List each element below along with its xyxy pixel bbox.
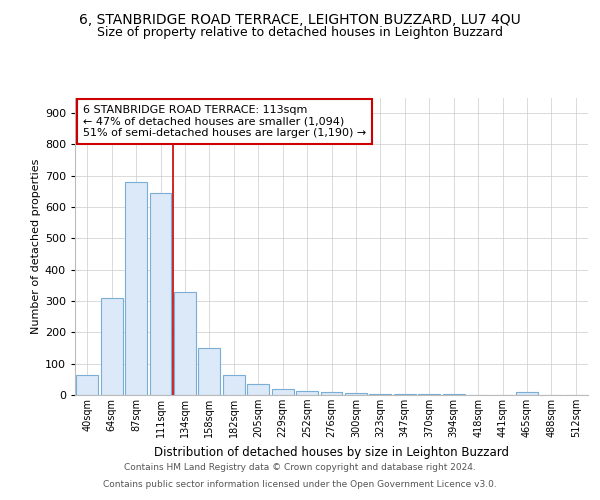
Text: Size of property relative to detached houses in Leighton Buzzard: Size of property relative to detached ho… — [97, 26, 503, 39]
Bar — [272, 388, 293, 395]
Bar — [345, 394, 367, 395]
Bar — [76, 374, 98, 395]
Text: Contains HM Land Registry data © Crown copyright and database right 2024.: Contains HM Land Registry data © Crown c… — [124, 464, 476, 472]
Bar — [125, 182, 147, 395]
Bar — [516, 392, 538, 395]
Text: Contains public sector information licensed under the Open Government Licence v3: Contains public sector information licen… — [103, 480, 497, 489]
Text: 6 STANBRIDGE ROAD TERRACE: 113sqm
← 47% of detached houses are smaller (1,094)
5: 6 STANBRIDGE ROAD TERRACE: 113sqm ← 47% … — [83, 105, 366, 138]
X-axis label: Distribution of detached houses by size in Leighton Buzzard: Distribution of detached houses by size … — [154, 446, 509, 458]
Bar — [174, 292, 196, 395]
Bar — [223, 374, 245, 395]
Bar — [247, 384, 269, 395]
Bar — [149, 193, 172, 395]
Bar — [370, 394, 391, 395]
Bar — [296, 391, 318, 395]
Bar — [101, 298, 122, 395]
Bar — [199, 348, 220, 395]
Bar — [320, 392, 343, 395]
Bar — [418, 394, 440, 395]
Y-axis label: Number of detached properties: Number of detached properties — [31, 158, 41, 334]
Text: 6, STANBRIDGE ROAD TERRACE, LEIGHTON BUZZARD, LU7 4QU: 6, STANBRIDGE ROAD TERRACE, LEIGHTON BUZ… — [79, 12, 521, 26]
Bar — [443, 394, 464, 395]
Bar — [394, 394, 416, 395]
